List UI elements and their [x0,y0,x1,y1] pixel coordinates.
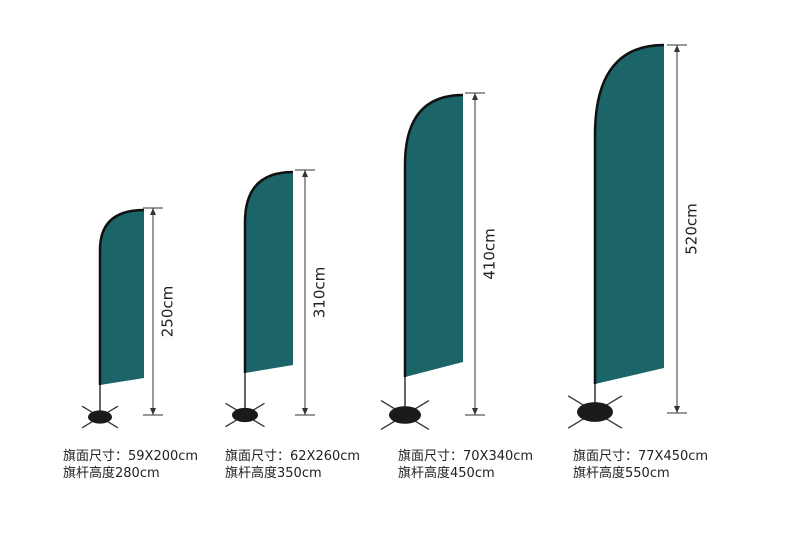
base [577,402,613,422]
pole-height: 旗杆高度550cm [573,465,670,481]
flag-size: 旗面尺寸：62X260cm [225,448,360,464]
flag-edge [403,93,464,377]
pole-height: 旗杆高度450cm [398,465,495,481]
arrow [150,408,156,415]
flag-size: 旗面尺寸：77X450cm [573,448,708,464]
height-label: 250cm [159,286,177,338]
flag-size: 旗面尺寸：59X200cm [63,448,198,464]
height-label: 310cm [311,267,329,319]
height-label: 410cm [481,228,499,280]
flag-edge [243,170,294,373]
height-label: 520cm [683,203,701,255]
arrow [472,408,478,415]
base [88,410,112,424]
arrow [302,170,308,177]
arrow [674,45,680,52]
flag [245,172,293,373]
base [389,406,421,424]
flag [595,45,664,384]
flag-edge [593,43,665,384]
base [232,407,258,423]
pole-height: 旗杆高度350cm [225,465,322,481]
flag [405,95,463,377]
arrow [674,406,680,413]
arrow [302,408,308,415]
arrow [150,208,156,215]
flag-size: 旗面尺寸：70X340cm [398,448,533,464]
flag [100,210,144,385]
arrow [472,93,478,100]
flag-edge [98,208,145,385]
pole-height: 旗杆高度280cm [63,465,160,481]
